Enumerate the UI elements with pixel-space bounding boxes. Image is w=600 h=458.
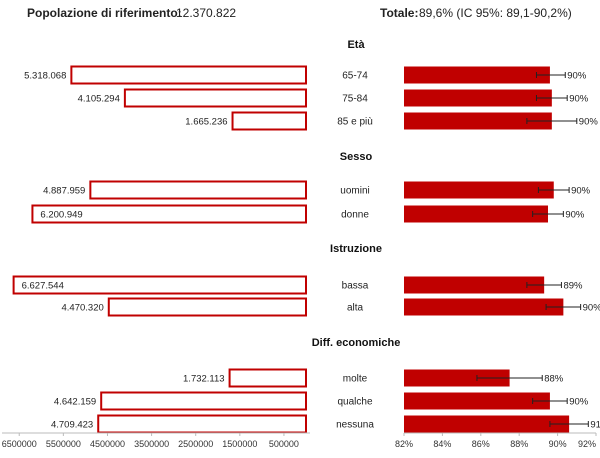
population-bar bbox=[12, 275, 307, 295]
percentage-value-label: 90% bbox=[569, 397, 589, 408]
population-value-label: 6.200.949 bbox=[40, 210, 82, 221]
population-value-label: 4.105.294 bbox=[78, 94, 120, 105]
category-label: qualche bbox=[337, 397, 372, 408]
percentage-bar-panel: 90%90%90%90%90%89%90%88%90%91%82%84%86%8… bbox=[395, 66, 600, 449]
category-label: donne bbox=[341, 210, 369, 221]
group-title: Istruzione bbox=[330, 243, 382, 255]
population-tick-label: 6500000 bbox=[2, 439, 37, 449]
percentage-value-label: 90% bbox=[571, 186, 591, 197]
percentage-bar bbox=[404, 66, 550, 84]
population-value-label: 1.732.113 bbox=[183, 374, 225, 385]
population-label: Popolazione di riferimento: bbox=[27, 6, 182, 20]
population-value-label: 4.887.959 bbox=[43, 186, 85, 197]
percentage-bar bbox=[404, 276, 545, 294]
percentage-value-label: 90% bbox=[569, 94, 589, 105]
percentage-bar bbox=[404, 415, 570, 433]
population-tick-label: 3500000 bbox=[134, 439, 169, 449]
population-value-label: 4.709.423 bbox=[51, 420, 93, 431]
population-value-label: 4.470.320 bbox=[62, 303, 104, 314]
percentage-bar bbox=[404, 112, 552, 130]
percentage-bar bbox=[404, 298, 564, 316]
percentage-value-label: 89% bbox=[563, 281, 583, 292]
percentage-tick-label: 82% bbox=[395, 439, 413, 449]
population-value: 12.370.822 bbox=[176, 6, 236, 20]
category-label: bassa bbox=[342, 281, 369, 292]
category-labels: Età 65-74 75-84 85 e più Sesso uomini donne Ist… bbox=[312, 39, 401, 431]
population-bar bbox=[228, 368, 307, 388]
header: Popolazione di riferimento: 12.370.822 T… bbox=[27, 6, 572, 20]
percentage-bar bbox=[404, 181, 554, 199]
population-bar bbox=[231, 111, 307, 131]
population-bar bbox=[100, 391, 307, 411]
population-value-label: 6.627.544 bbox=[22, 281, 64, 292]
population-bar bbox=[89, 180, 307, 200]
population-bar bbox=[107, 297, 307, 317]
percentage-bar bbox=[404, 89, 552, 107]
percentage-tick-label: 86% bbox=[472, 439, 490, 449]
population-tick-label: 4500000 bbox=[90, 439, 125, 449]
percentage-bar bbox=[404, 205, 548, 223]
category-label: nessuna bbox=[336, 420, 374, 431]
population-tick-label: 5500000 bbox=[46, 439, 81, 449]
population-value-label: 4.642.159 bbox=[54, 397, 96, 408]
group-title: Diff. economiche bbox=[312, 337, 401, 349]
population-bar bbox=[70, 65, 308, 85]
percentage-tick-label: 90% bbox=[549, 439, 567, 449]
percentage-tick-label: 88% bbox=[510, 439, 528, 449]
percentage-value-label: 91% bbox=[590, 420, 600, 431]
category-label: 65-74 bbox=[342, 71, 368, 82]
category-label: 75-84 bbox=[342, 94, 368, 105]
population-tick-label: 500000 bbox=[269, 439, 299, 449]
group-title: Età bbox=[347, 39, 365, 51]
category-label: 85 e più bbox=[337, 117, 373, 128]
population-bar bbox=[97, 414, 307, 434]
population-bar bbox=[123, 88, 307, 108]
percentage-bar bbox=[404, 369, 510, 387]
percentage-value-label: 90% bbox=[583, 303, 600, 314]
percentage-value-label: 90% bbox=[565, 210, 585, 221]
category-label: uomini bbox=[340, 186, 369, 197]
category-label: alta bbox=[347, 303, 364, 314]
population-value-label: 1.665.236 bbox=[185, 117, 227, 128]
category-label: molte bbox=[343, 374, 368, 385]
total-value: 89,6% (IC 95%: 89,1-90,2%) bbox=[419, 6, 572, 20]
total-label: Totale: bbox=[380, 6, 418, 20]
percentage-tick-label: 92% bbox=[578, 439, 596, 449]
group-title: Sesso bbox=[340, 151, 373, 163]
percentage-tick-label: 84% bbox=[433, 439, 451, 449]
percentage-bar bbox=[404, 392, 550, 410]
percentage-value-label: 90% bbox=[579, 117, 599, 128]
population-tick-label: 2500000 bbox=[178, 439, 213, 449]
population-value-label: 5.318.068 bbox=[24, 71, 66, 82]
percentage-value-label: 88% bbox=[544, 374, 564, 385]
population-bar bbox=[31, 204, 308, 224]
population-bar-panel: 5.318.068 4.105.294 1.665.236 4.887.959 6.20… bbox=[2, 65, 310, 449]
percentage-value-label: 90% bbox=[567, 71, 587, 82]
population-tick-label: 1500000 bbox=[222, 439, 257, 449]
